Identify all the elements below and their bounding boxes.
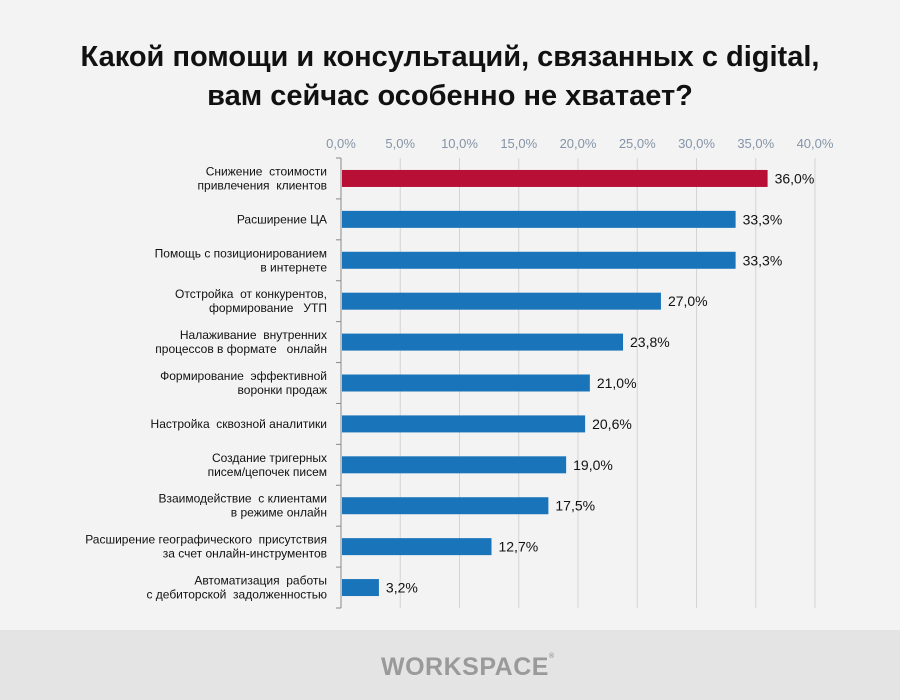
title-line-1: Какой помощи и консультаций, связанных с… <box>80 41 820 73</box>
category-label: Создание тригерных <box>212 451 327 465</box>
data-label: 23,8% <box>630 334 670 350</box>
category-label: Расширение географического присутствия <box>85 533 327 547</box>
category-label: Налаживание внутренних <box>180 328 327 342</box>
x-tick-label: 15,0% <box>500 136 537 151</box>
bar <box>342 579 379 597</box>
x-tick-label: 5,0% <box>385 136 415 151</box>
category-label: за счет онлайн-инструментов <box>163 547 327 561</box>
x-tick-label: 25,0% <box>619 136 656 151</box>
x-tick-label: 10,0% <box>441 136 478 151</box>
x-tick-label: 0,0% <box>326 136 356 151</box>
data-label: 21,0% <box>597 375 637 391</box>
data-label: 36,0% <box>775 170 815 186</box>
bar <box>342 210 736 228</box>
category-label: процессов в формате онлайн <box>155 342 327 356</box>
x-tick-label: 30,0% <box>678 136 715 151</box>
bar <box>342 169 768 187</box>
data-label: 17,5% <box>555 498 595 514</box>
category-label: Расширение ЦА <box>237 212 327 226</box>
category-label: в интернете <box>260 260 327 274</box>
category-label: Отстройка от конкурентов, <box>175 287 327 301</box>
category-label: с дебиторской задолженностью <box>146 588 327 602</box>
category-label: писем/цепочек писем <box>208 465 327 479</box>
category-label: воронки продаж <box>238 383 327 397</box>
category-label: формирование УТП <box>209 301 327 315</box>
category-label: Взаимодействие с клиентами <box>158 492 327 506</box>
category-label: Формирование эффективной <box>160 369 327 383</box>
footer <box>0 630 900 700</box>
bar <box>342 251 736 269</box>
bar <box>342 415 586 433</box>
category-label: Помощь с позиционированием <box>155 246 327 260</box>
category-label: Снижение стоимости <box>206 164 327 178</box>
workspace-logo: WORKSPACE® <box>381 653 555 681</box>
bar-chart: 0,0% 5,0% 10,0% 15,0% 20,0% 25,0% 30,0% 35,0% 40… <box>85 136 834 609</box>
x-tick-label: 35,0% <box>737 136 774 151</box>
data-label: 19,0% <box>573 457 613 473</box>
chart-title: Какой помощи и консультаций, связанных с… <box>0 38 900 116</box>
data-label: 33,3% <box>743 211 783 227</box>
data-label: 3,2% <box>386 580 418 596</box>
data-label: 33,3% <box>743 252 783 268</box>
bar <box>342 538 492 556</box>
title-line-2: вам сейчас особенно не хватает? <box>207 80 693 112</box>
data-label: 20,6% <box>592 416 632 432</box>
category-label: привлечения клиентов <box>198 178 327 192</box>
data-label: 27,0% <box>668 293 708 309</box>
category-label: в режиме онлайн <box>231 506 327 520</box>
category-label: Настройка сквозной аналитики <box>151 417 327 431</box>
category-label: Автоматизация работы <box>194 574 327 588</box>
x-tick-label: 20,0% <box>560 136 597 151</box>
bar <box>342 456 567 474</box>
bar <box>342 497 549 515</box>
bar <box>342 374 590 392</box>
bar <box>342 292 661 310</box>
x-tick-label: 40,0% <box>797 136 834 151</box>
data-label: 12,7% <box>498 539 538 555</box>
bar <box>342 333 624 351</box>
